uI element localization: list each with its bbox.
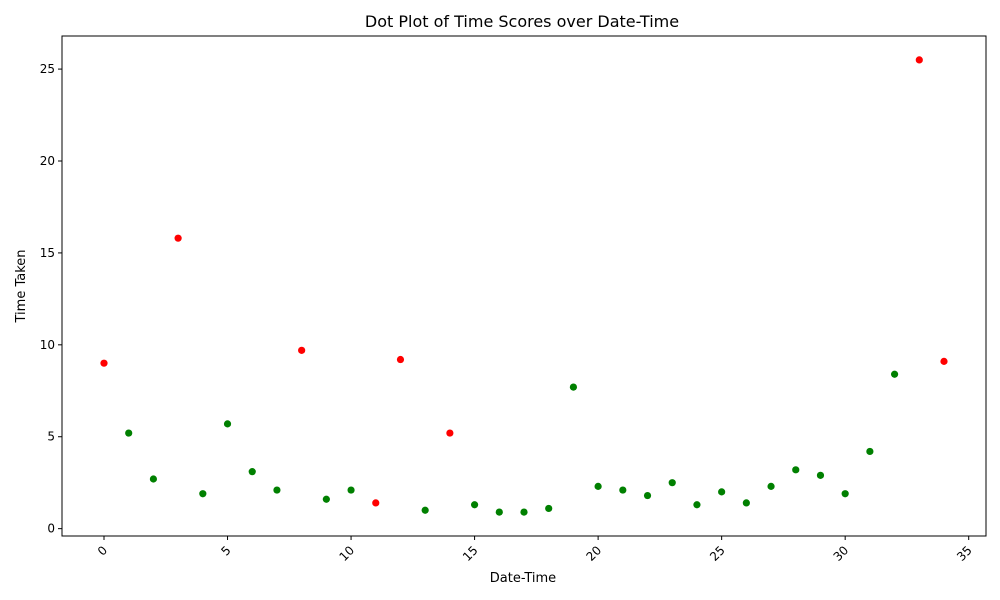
chart-title: Dot Plot of Time Scores over Date-Time bbox=[365, 12, 679, 31]
data-point-red bbox=[915, 56, 923, 64]
plot-frame bbox=[61, 35, 987, 537]
data-point-red bbox=[100, 359, 108, 367]
data-point-green bbox=[841, 490, 849, 498]
y-tick-label: 5 bbox=[47, 430, 55, 444]
data-point-red bbox=[372, 499, 380, 507]
data-point-green bbox=[248, 468, 256, 476]
data-point-green bbox=[718, 488, 726, 496]
data-point-green bbox=[273, 486, 281, 494]
data-point-green bbox=[569, 383, 578, 391]
data-point-green bbox=[322, 495, 330, 503]
y-axis-ticks: 0 5 10 15 20 25 bbox=[40, 62, 62, 536]
data-point-green bbox=[347, 486, 355, 494]
y-tick-label: 20 bbox=[40, 154, 55, 168]
y-tick-label: 25 bbox=[40, 62, 55, 76]
data-point-green bbox=[125, 429, 133, 437]
y-tick-label: 10 bbox=[40, 338, 55, 352]
data-point-green bbox=[890, 370, 899, 378]
data-point-green bbox=[149, 475, 158, 483]
data-point-red bbox=[396, 355, 405, 364]
y-axis-label: Time Taken bbox=[14, 249, 29, 323]
data-point-green bbox=[816, 471, 825, 479]
data-point-green bbox=[545, 504, 553, 513]
data-point-green bbox=[199, 490, 207, 498]
data-point-green bbox=[520, 508, 528, 516]
data-point-green bbox=[866, 447, 874, 456]
data-point-green bbox=[767, 482, 775, 490]
data-point-red bbox=[446, 429, 454, 437]
data-point-green bbox=[495, 508, 503, 516]
data-point-green bbox=[619, 486, 627, 494]
data-point-green bbox=[693, 501, 701, 509]
y-tick-label: 15 bbox=[40, 246, 55, 260]
data-point-green bbox=[470, 501, 479, 509]
data-point-green bbox=[594, 482, 602, 490]
data-point-red bbox=[174, 234, 182, 242]
y-tick-label: 0 bbox=[47, 522, 55, 536]
data-point-green bbox=[792, 466, 800, 474]
data-points bbox=[100, 56, 948, 516]
data-point-green bbox=[668, 479, 676, 487]
data-point-green bbox=[421, 506, 429, 514]
data-point-green bbox=[223, 420, 232, 428]
x-axis-label: Date-Time bbox=[490, 571, 556, 586]
data-point-red bbox=[940, 357, 948, 365]
data-point-green bbox=[643, 491, 652, 500]
data-point-green bbox=[742, 499, 750, 507]
data-point-red bbox=[298, 346, 306, 354]
